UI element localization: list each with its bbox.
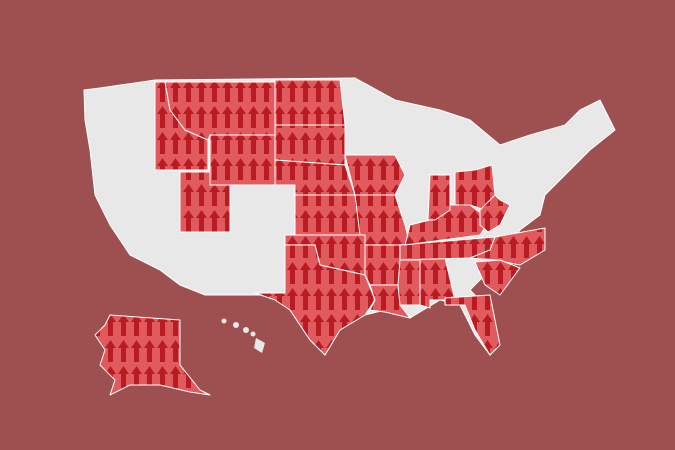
hawaii [221,318,265,353]
state-in [427,174,451,221]
highlighted-states [94,79,546,396]
hawaii-island [250,331,256,337]
state-nd [274,79,346,126]
state-ia [344,154,406,196]
hawaii-island [243,327,249,333]
state-fl [444,294,501,356]
state-wv [479,194,511,233]
hawaii-island [254,338,265,353]
state-ak [94,314,211,396]
hawaii-island [233,322,239,328]
state-sc [474,259,521,296]
state-ms [397,259,421,306]
state-ks [294,194,361,236]
state-wy [209,134,276,186]
hawaii-island [221,318,227,324]
state-tx [254,244,376,356]
state-sd [274,124,346,166]
state-ut [179,171,231,233]
